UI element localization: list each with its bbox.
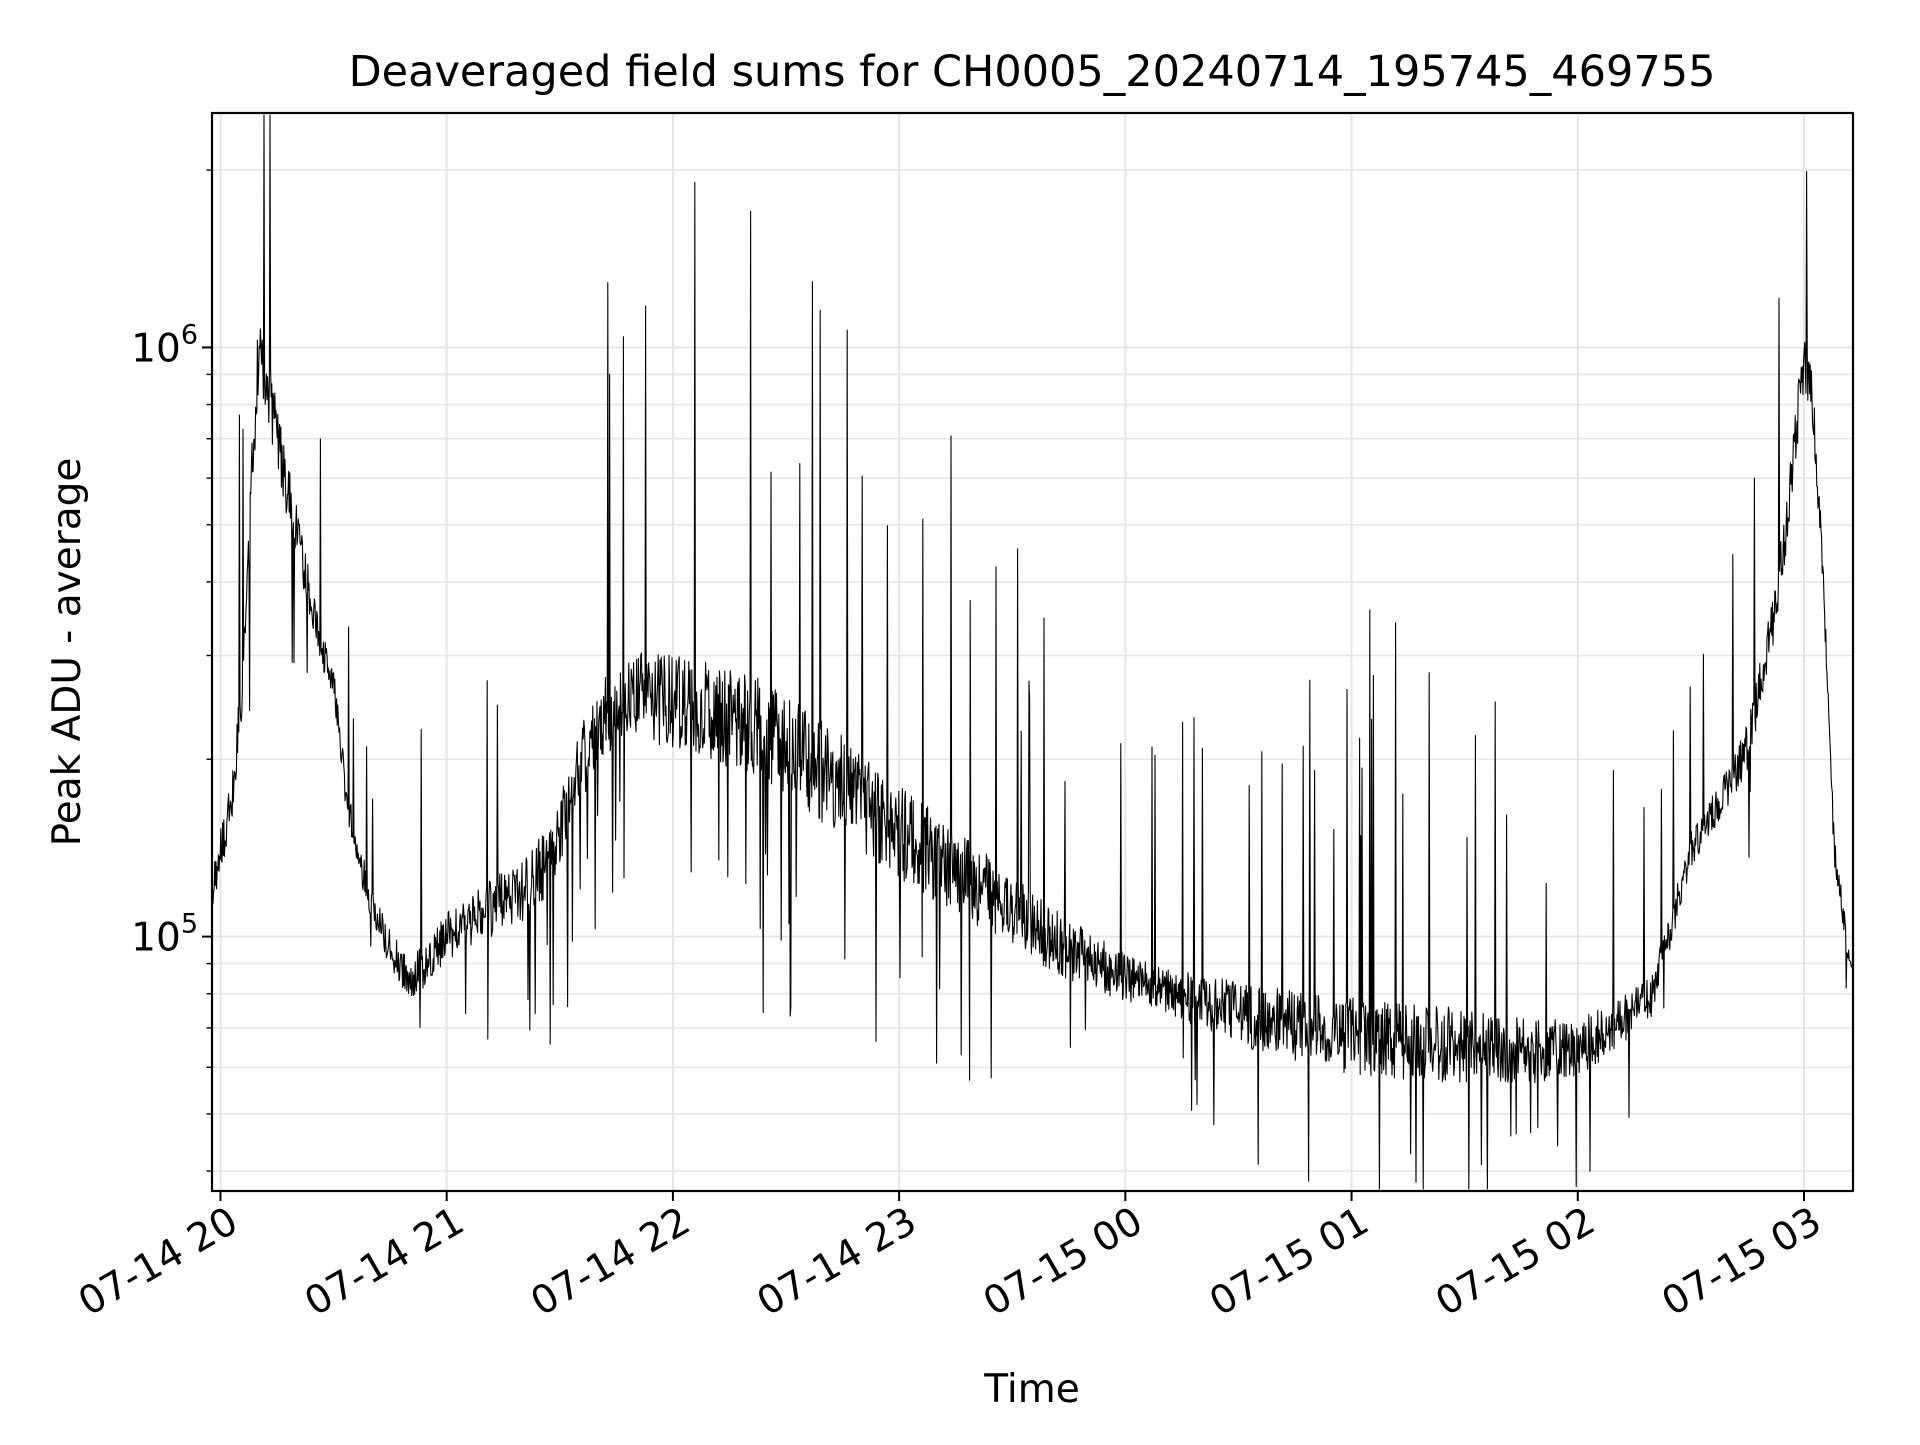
y-tick-label: 105 <box>131 909 198 961</box>
y-tick-exponent: 5 <box>181 909 198 940</box>
y-tick-base: 10 <box>131 916 181 961</box>
y-tick-label: 106 <box>131 319 198 371</box>
plot-frame <box>210 111 1855 1193</box>
series-line <box>212 114 1853 1190</box>
y-tick-base: 10 <box>131 326 181 371</box>
chart-title: Deaveraged field sums for CH0005_2024071… <box>349 47 1716 97</box>
x-axis-label: Time <box>983 1367 1079 1412</box>
plot-series <box>212 114 1853 1190</box>
y-axis-label: Peak ADU - average <box>45 458 90 847</box>
y-tick-exponent: 6 <box>181 319 198 350</box>
